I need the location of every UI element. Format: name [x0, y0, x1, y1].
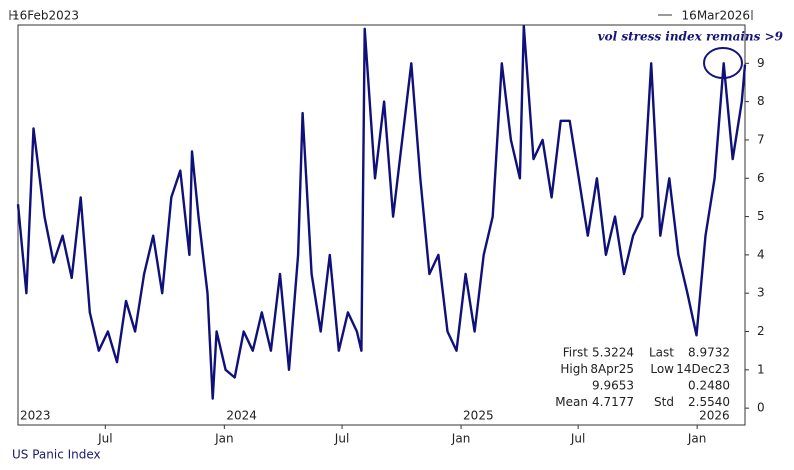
- plot-frame: [17, 24, 746, 426]
- year-label: 2023: [20, 409, 51, 423]
- year-label: 2026: [699, 409, 730, 423]
- stat-text: 5.3224: [592, 346, 634, 360]
- stat-text: Std: [654, 395, 674, 409]
- stat-text: First: [563, 346, 589, 360]
- x-tick-label: Jan: [214, 432, 234, 446]
- start-date: 16Feb2023: [12, 9, 79, 23]
- stat-text: 9.9653: [592, 379, 634, 393]
- y-tick-label: 7: [757, 132, 765, 146]
- stat-text: Low: [650, 362, 674, 376]
- y-tick-label: 3: [757, 286, 765, 300]
- y-tick-label: 8: [757, 94, 765, 108]
- x-tick-label: Jul: [570, 432, 585, 446]
- stat-text: 8.9732: [688, 346, 730, 360]
- y-tick-label: 0: [757, 401, 765, 415]
- end-date: 16Mar2026: [682, 9, 750, 23]
- stat-text: 0.2480: [688, 379, 730, 393]
- stat-text: 8Apr25: [590, 362, 634, 376]
- y-tick-label: 9: [757, 56, 765, 70]
- x-tick-label: Jul: [334, 432, 349, 446]
- y-tick-label: 1: [757, 362, 765, 376]
- y-tick-label: 6: [757, 171, 765, 185]
- stat-text: 14Dec23: [676, 362, 730, 376]
- stat-text: 4.7177: [592, 395, 634, 409]
- stat-text: Mean: [555, 395, 588, 409]
- stat-text: High: [560, 362, 588, 376]
- stat-text: 2.5540: [688, 395, 730, 409]
- x-tick-label: Jul: [97, 432, 112, 446]
- y-tick-label: 5: [757, 209, 765, 223]
- year-label: 2024: [226, 409, 257, 423]
- y-tick-label: 4: [757, 247, 765, 261]
- x-tick-label: Jan: [687, 432, 707, 446]
- annotation: vol stress index remains >9: [598, 30, 784, 44]
- y-tick-label: 2: [757, 324, 765, 338]
- series-line: [16, 24, 747, 400]
- x-tick-label: Jan: [451, 432, 471, 446]
- year-label: 2025: [463, 409, 494, 423]
- footer: US Panic Index: [12, 448, 101, 462]
- stat-text: Last: [649, 346, 674, 360]
